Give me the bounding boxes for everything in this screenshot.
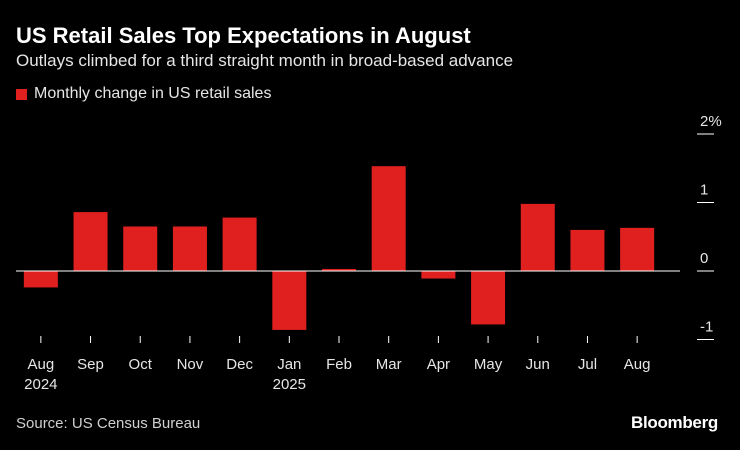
source-note: Source: US Census Bureau — [16, 415, 201, 432]
bar-7 — [371, 166, 406, 271]
x-tick-label-7: Mar — [376, 356, 402, 373]
bar-12 — [620, 227, 655, 271]
bar-0 — [23, 271, 58, 288]
bar-3 — [172, 226, 207, 271]
bloomberg-logo: Bloomberg — [630, 413, 718, 432]
y-tick-label-3: 2% — [700, 113, 722, 130]
bar-4 — [222, 217, 257, 271]
y-tick-label-1: 0 — [700, 250, 708, 267]
x-year-label-0: 2024 — [24, 376, 57, 393]
x-tick-label-1: Sep — [77, 356, 104, 373]
x-tick-label-12: Aug — [624, 356, 651, 373]
bar-8 — [421, 271, 456, 279]
chart-legend: Monthly change in US retail sales — [16, 85, 271, 103]
x-tick-label-2: Oct — [129, 356, 153, 373]
x-tick-label-6: Feb — [326, 356, 352, 373]
bar-11 — [570, 229, 605, 271]
bar-10 — [520, 203, 555, 271]
x-tick-label-11: Jul — [578, 356, 597, 373]
chart-subtitle: Outlays climbed for a third straight mon… — [16, 51, 514, 70]
x-tick-label-0: Aug — [27, 356, 54, 373]
bar-6 — [322, 268, 356, 271]
x-tick-label-5: Jan — [277, 356, 301, 373]
bar-1 — [73, 212, 108, 271]
bar-2 — [123, 226, 158, 271]
y-tick-label-2: 1 — [700, 182, 708, 199]
y-tick-label-0: -1 — [700, 319, 713, 336]
x-tick-label-4: Dec — [226, 356, 253, 373]
x-tick-label-8: Apr — [427, 356, 450, 373]
x-tick-label-10: Jun — [526, 356, 550, 373]
bar-9 — [471, 271, 506, 325]
x-year-label-5: 2025 — [273, 376, 306, 393]
chart-title: US Retail Sales Top Expectations in Augu… — [16, 23, 471, 48]
bar-5 — [272, 271, 307, 330]
x-tick-label-3: Nov — [177, 356, 204, 373]
x-tick-label-9: May — [474, 356, 503, 373]
legend-label: Monthly change in US retail sales — [34, 85, 272, 102]
legend-swatch — [16, 88, 27, 100]
